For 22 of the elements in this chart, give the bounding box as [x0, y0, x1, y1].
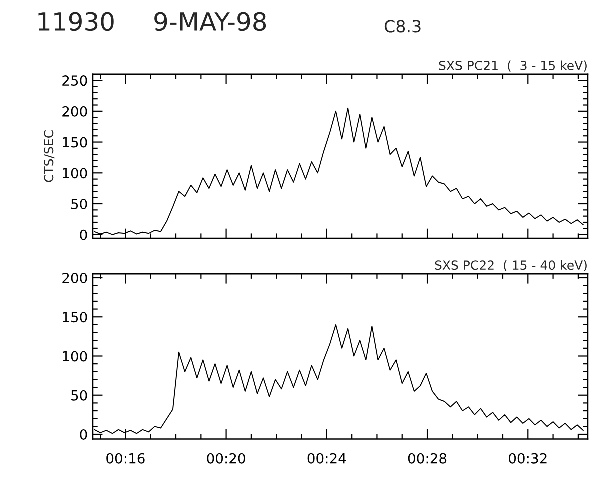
y-tick-label: 50: [72, 390, 88, 401]
x-tick-label: 00:28: [408, 453, 447, 464]
y-tick-label: 250: [62, 76, 88, 86]
chart-title: SXS PC21 ( 3 - 15 keV): [439, 60, 587, 72]
y-tick-label: 100: [63, 351, 88, 362]
x-tick-label: 00:24: [308, 453, 346, 464]
text: 9-MAY-98: [154, 12, 266, 32]
text: 11930: [38, 12, 114, 32]
y-tick-label: 200: [62, 106, 88, 117]
y-tick-label: 0: [80, 230, 88, 240]
x-tick-label: 00:32: [509, 453, 547, 464]
chart-title: SXS PC22 ( 15 - 40 keV): [435, 260, 587, 272]
y-tick-label: 100: [63, 168, 88, 179]
y-tick-label: 50: [72, 198, 88, 210]
y-axis-title: CTS/SEC: [44, 130, 55, 182]
y-tick-label: 150: [63, 137, 88, 148]
x-tick-label: 00:20: [207, 453, 246, 464]
text: C8.3: [384, 20, 421, 33]
y-tick-label: 200: [62, 272, 88, 284]
y-tick-label: 150: [63, 312, 88, 323]
x-tick-label: 00:16: [106, 453, 145, 464]
y-tick-label: 0: [80, 429, 88, 440]
